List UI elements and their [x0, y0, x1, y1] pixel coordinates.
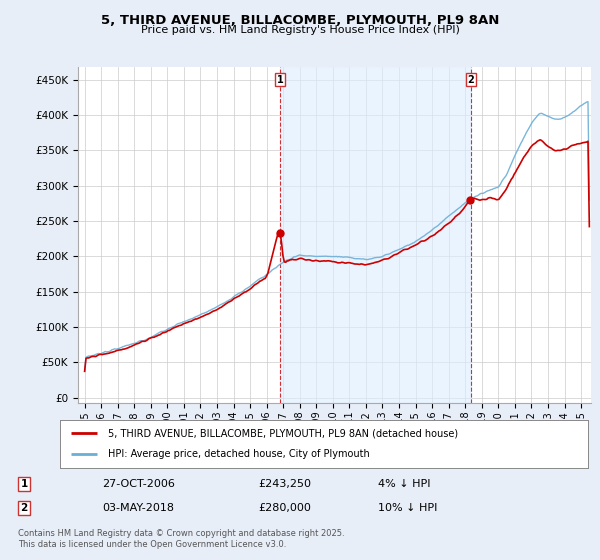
Text: 1: 1: [20, 479, 28, 489]
Text: 4% ↓ HPI: 4% ↓ HPI: [378, 479, 431, 489]
Text: 03-MAY-2018: 03-MAY-2018: [102, 503, 174, 513]
Text: 2: 2: [20, 503, 28, 513]
Text: 27-OCT-2006: 27-OCT-2006: [102, 479, 175, 489]
Text: Price paid vs. HM Land Registry's House Price Index (HPI): Price paid vs. HM Land Registry's House …: [140, 25, 460, 35]
Text: 5, THIRD AVENUE, BILLACOMBE, PLYMOUTH, PL9 8AN (detached house): 5, THIRD AVENUE, BILLACOMBE, PLYMOUTH, P…: [107, 428, 458, 438]
Text: 1: 1: [277, 75, 284, 85]
Text: £243,250: £243,250: [258, 479, 311, 489]
Text: 5, THIRD AVENUE, BILLACOMBE, PLYMOUTH, PL9 8AN: 5, THIRD AVENUE, BILLACOMBE, PLYMOUTH, P…: [101, 14, 499, 27]
Text: Contains HM Land Registry data © Crown copyright and database right 2025.
This d: Contains HM Land Registry data © Crown c…: [18, 529, 344, 549]
Text: HPI: Average price, detached house, City of Plymouth: HPI: Average price, detached house, City…: [107, 449, 369, 459]
Text: £280,000: £280,000: [258, 503, 311, 513]
Text: 2: 2: [467, 75, 474, 85]
Text: 10% ↓ HPI: 10% ↓ HPI: [378, 503, 437, 513]
Bar: [280, 67, 470, 403]
